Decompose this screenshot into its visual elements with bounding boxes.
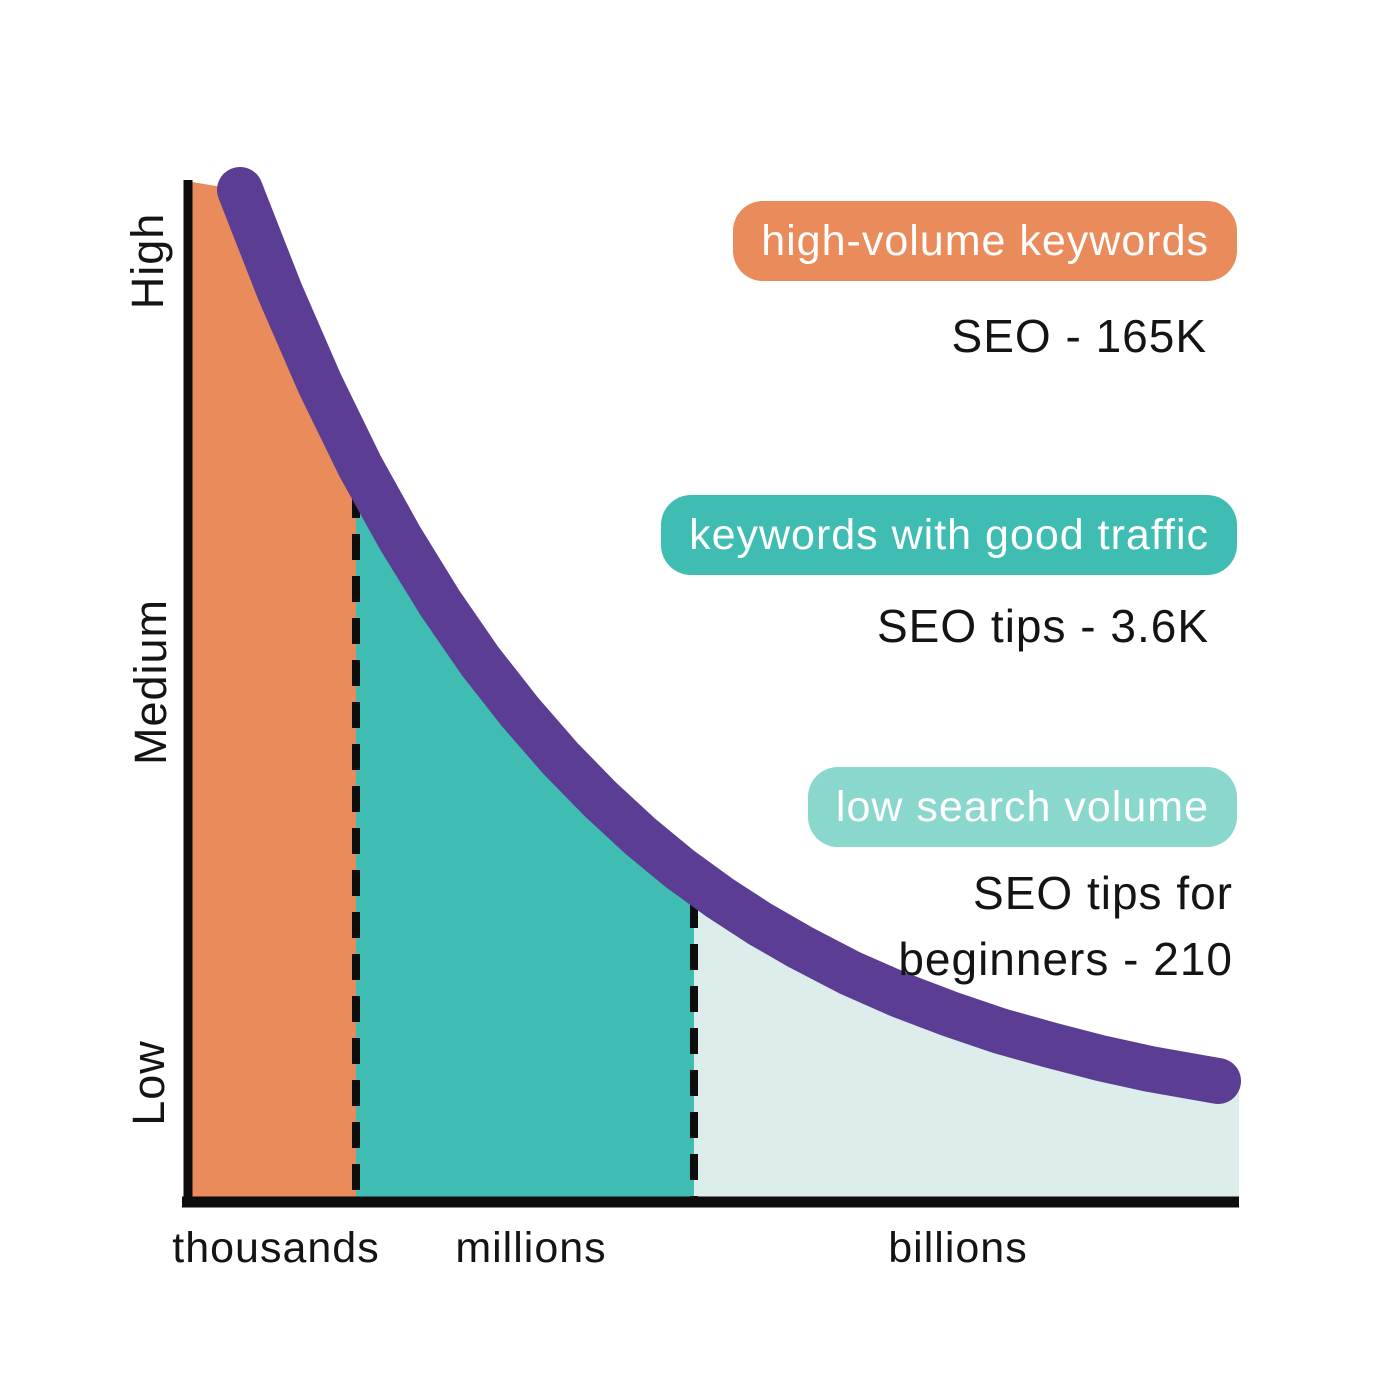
callout-badge-low-search-volume: low search volume xyxy=(807,767,1237,847)
y-axis-label-high: High xyxy=(122,212,173,310)
callout-value-low-search-volume: SEO tips for beginners - 210 xyxy=(898,860,1233,992)
callout-value-line-2: beginners - 210 xyxy=(898,933,1233,985)
x-axis-label-thousands: thousands xyxy=(172,1224,380,1272)
callout-badge-high-volume-keywords: high-volume keywords xyxy=(733,201,1237,281)
search-demand-curve xyxy=(217,167,1241,1104)
x-axis-label-billions: billions xyxy=(888,1224,1028,1272)
y-axis-label-medium: Medium xyxy=(125,598,176,766)
callout-value-keywords-with-good-traffic: SEO tips - 3.6K xyxy=(876,600,1209,652)
region-fill-high-volume-keywords xyxy=(192,182,356,1198)
callout-value-high-volume-keywords: SEO - 165K xyxy=(951,310,1207,362)
y-axis-label-low: Low xyxy=(123,1040,174,1126)
callout-badge-keywords-with-good-traffic: keywords with good traffic xyxy=(661,495,1237,575)
callout-value-line-1: SEO tips for xyxy=(973,867,1233,919)
x-axis-label-millions: millions xyxy=(455,1224,607,1272)
